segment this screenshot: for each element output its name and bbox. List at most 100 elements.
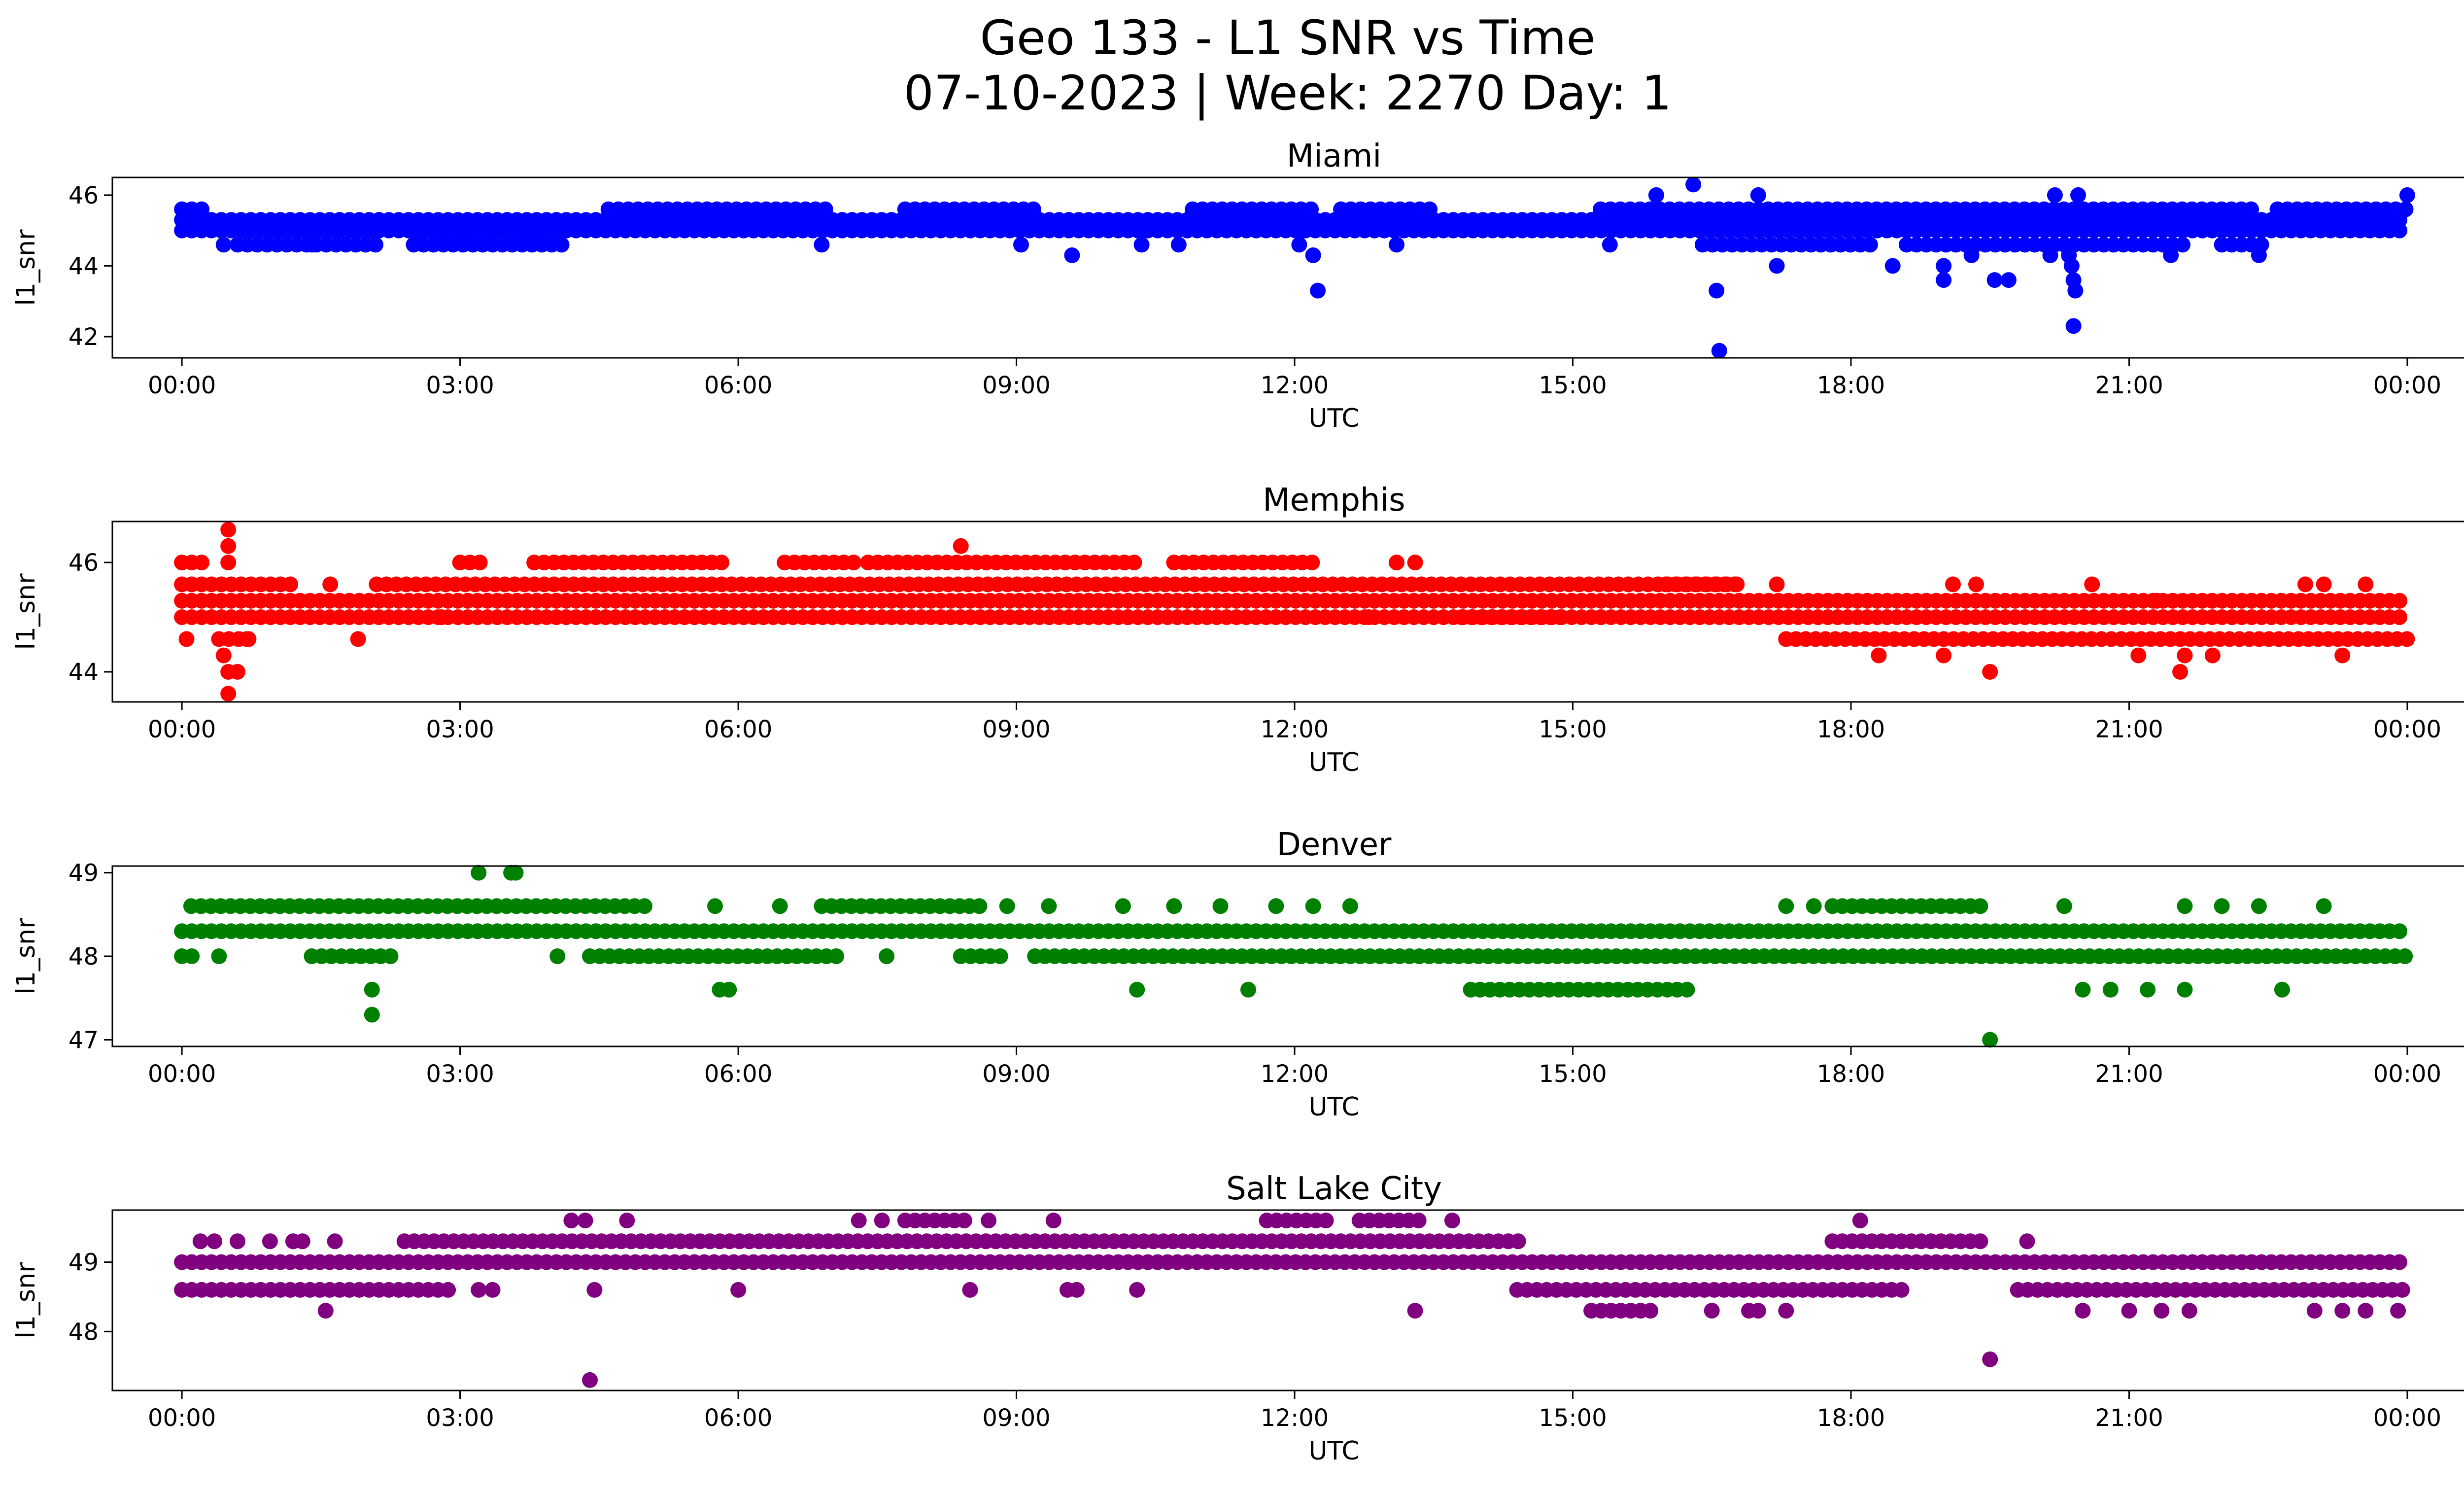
data-point [2399, 631, 2415, 647]
x-tick-label: 03:00 [426, 1404, 494, 1432]
x-tick-label: 09:00 [982, 1404, 1050, 1432]
data-point [2177, 981, 2193, 998]
y-tick-label: 48 [68, 943, 99, 971]
data-point [1778, 631, 1794, 647]
data-point [294, 1233, 310, 1250]
y-tick-label: 44 [68, 659, 99, 686]
data-point [707, 898, 723, 914]
data-point [1852, 1213, 1868, 1229]
data-point [817, 201, 833, 217]
x-tick-label: 15:00 [1539, 716, 1607, 743]
data-point [1711, 343, 1727, 359]
data-point [1126, 555, 1142, 571]
data-point [553, 237, 570, 253]
x-tick-label: 00:00 [148, 1404, 216, 1432]
x-tick-label: 18:00 [1817, 1060, 1885, 1088]
data-point [364, 1007, 380, 1023]
data-point [2075, 981, 2091, 998]
data-point [2177, 647, 2193, 663]
data-point [636, 898, 652, 914]
data-point [1068, 1282, 1085, 1298]
data-point [2047, 187, 2063, 203]
data-point [220, 555, 237, 571]
data-point [1407, 555, 1423, 571]
data-point [577, 1213, 593, 1229]
data-point [999, 898, 1015, 914]
data-point [2149, 592, 2165, 609]
data-point [2102, 981, 2119, 998]
data-point [1552, 609, 1568, 626]
data-point [828, 948, 844, 964]
subplot-title: Salt Lake City [1226, 1171, 1442, 1207]
data-point [382, 948, 399, 964]
data-point [2392, 1254, 2408, 1270]
data-point [2177, 898, 2193, 914]
data-point [1045, 1213, 1061, 1229]
data-point [586, 1282, 603, 1298]
data-point [1778, 1303, 1794, 1319]
data-point [1685, 176, 1702, 193]
y-axis-label: l1_snr [11, 229, 41, 306]
scatter-points [174, 1213, 2410, 1388]
data-point [2042, 247, 2058, 263]
data-point [215, 647, 232, 663]
data-point [1750, 187, 1766, 203]
data-point [1871, 647, 1887, 663]
data-point [846, 555, 862, 571]
data-point [971, 898, 988, 914]
data-point [1310, 282, 1326, 299]
x-tick-label: 18:00 [1817, 716, 1885, 743]
x-tick-label: 09:00 [982, 716, 1050, 743]
x-axis-label: UTC [1308, 748, 1359, 777]
data-point [2394, 1282, 2410, 1298]
data-point [2392, 609, 2408, 626]
data-point [1893, 1282, 1910, 1298]
data-point [230, 1233, 245, 1250]
data-point [2084, 576, 2100, 592]
data-point [956, 1213, 972, 1229]
data-point [851, 1213, 867, 1229]
data-point [2243, 201, 2259, 217]
scatter-points [174, 522, 2415, 702]
data-point [2274, 981, 2290, 998]
figure-title-line2: 07-10-2023 | Week: 2270 Day: 1 [904, 66, 1672, 121]
x-tick-label: 00:00 [2373, 716, 2441, 743]
data-point [721, 981, 737, 998]
data-point [1806, 898, 1822, 914]
data-point [1410, 1213, 1427, 1229]
axes-frame [111, 176, 2464, 359]
data-point [1303, 201, 1319, 217]
data-point [322, 576, 339, 592]
data-point [1936, 272, 1952, 288]
data-point [2056, 898, 2072, 914]
data-point [220, 522, 237, 538]
x-tick-label: 12:00 [1261, 1404, 1329, 1432]
data-point [1133, 237, 1150, 253]
data-point [1982, 664, 1998, 680]
data-point [1170, 237, 1187, 253]
y-tick-label: 49 [68, 1249, 99, 1277]
data-point [178, 631, 195, 647]
data-point [2174, 237, 2190, 253]
data-point [2121, 1303, 2137, 1319]
x-tick-label: 18:00 [1817, 1404, 1885, 1432]
data-point [471, 1282, 487, 1298]
x-axis-label: UTC [1308, 404, 1359, 433]
data-point [1444, 1213, 1460, 1229]
data-point [1726, 576, 1743, 592]
data-point [2063, 258, 2080, 274]
y-tick-label: 42 [68, 323, 99, 351]
data-point [1769, 576, 1785, 592]
x-tick-label: 15:00 [1539, 372, 1607, 399]
subplot-2: Denver 00:00 03:00 06:00 09:00 12:00 15:00 18:0… [11, 827, 2464, 1122]
x-tick-label: 00:00 [148, 1060, 216, 1088]
x-tick-label: 06:00 [704, 1060, 772, 1088]
x-tick-label: 12:00 [1261, 716, 1329, 743]
data-point [1972, 1233, 1988, 1250]
data-point [1120, 609, 1136, 626]
data-point [1936, 647, 1952, 663]
data-point [2154, 1303, 2170, 1319]
data-point [2172, 664, 2188, 680]
data-point [1936, 258, 1952, 274]
x-tick-label: 06:00 [704, 1404, 772, 1432]
